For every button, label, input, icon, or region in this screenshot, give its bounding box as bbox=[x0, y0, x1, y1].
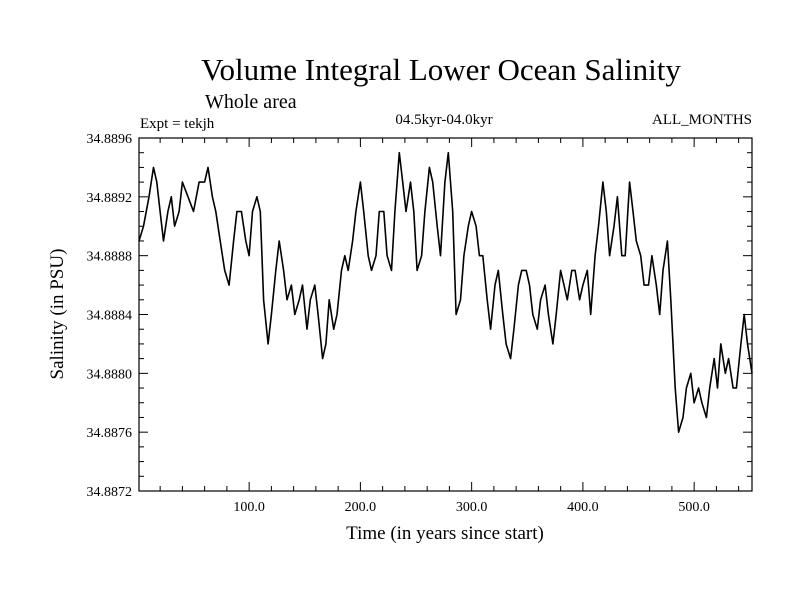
chart-title: Volume Integral Lower Ocean Salinity bbox=[201, 52, 681, 87]
experiment-label: Expt = tekjh bbox=[140, 116, 215, 132]
x-axis-ticks: 100.0 200.0 300.0 400.0 500.0 bbox=[159, 138, 740, 515]
y-axis-label: Salinity (in PSU) bbox=[47, 249, 68, 380]
y-tick-label: 34.8888 bbox=[87, 250, 133, 265]
x-tick-label: 400.0 bbox=[567, 500, 599, 515]
months-label: ALL_MONTHS bbox=[652, 112, 752, 128]
y-tick-label: 34.8872 bbox=[87, 485, 133, 500]
y-tick-label: 34.8880 bbox=[87, 367, 133, 382]
y-tick-label: 34.8876 bbox=[87, 426, 133, 441]
period-label: 04.5kyr-04.0kyr bbox=[395, 112, 492, 128]
chart-subtitle: Whole area bbox=[205, 91, 297, 113]
salinity-series-line bbox=[138, 151, 753, 433]
x-axis-label: Time (in years since start) bbox=[346, 523, 544, 544]
y-tick-label: 34.8884 bbox=[87, 309, 133, 324]
x-tick-label: 300.0 bbox=[456, 500, 488, 515]
x-tick-label: 200.0 bbox=[345, 500, 377, 515]
y-tick-label: 34.8896 bbox=[87, 132, 133, 147]
x-tick-label: 500.0 bbox=[678, 500, 710, 515]
y-tick-label: 34.8892 bbox=[87, 191, 133, 206]
x-tick-label: 100.0 bbox=[233, 500, 265, 515]
y-axis-ticks: 34.8872 34.8876 34.8880 34.8884 34.8888 34.88… bbox=[87, 132, 752, 500]
